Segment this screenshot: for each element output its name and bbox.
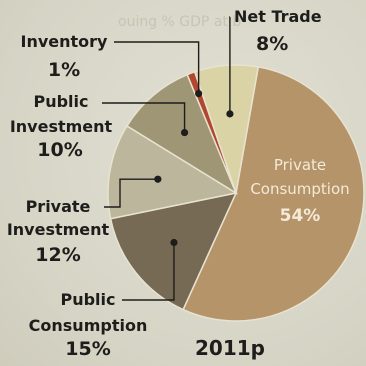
bleed-through-text: ouing % GDP at b: [118, 14, 241, 30]
dot-net-trade: [226, 110, 234, 118]
label-public-investment-line2: Investment: [10, 117, 113, 136]
label-private-investment-line2: Investment: [7, 220, 110, 239]
label-public-investment-pct: 10%: [37, 139, 82, 161]
year-label: 2011p: [195, 336, 265, 360]
label-private-consumption-line1: Private: [274, 156, 326, 174]
label-private-investment-line1: Private: [26, 197, 91, 216]
label-private-investment-pct: 12%: [35, 244, 80, 266]
label-inventory-name: Inventory: [21, 32, 109, 51]
label-public-investment-line1: Public: [33, 92, 88, 111]
label-net-trade-name: Net Trade: [234, 7, 322, 26]
slice-labels: Private Consumption 54% Public Consumption 15…: [7, 7, 350, 360]
dot-public-consumption: [170, 238, 178, 247]
label-private-consumption-pct: 54%: [280, 206, 321, 226]
label-public-consumption-line1: Public: [60, 290, 115, 309]
leader-public-consumption: [122, 242, 175, 301]
slice-private-consumption: [182, 66, 365, 322]
label-net-trade-pct: 8%: [256, 33, 288, 55]
pie-slices: [107, 64, 365, 322]
dot-private-investment: [154, 175, 162, 183]
label-inventory-pct: 1%: [48, 59, 80, 81]
dot-public-investment: [180, 128, 189, 137]
label-public-consumption-line2: Consumption: [29, 316, 148, 335]
label-private-consumption-line2: Consumption: [250, 180, 349, 198]
slice-private-investment: [107, 124, 239, 220]
label-public-consumption-pct: 15%: [65, 338, 110, 360]
leader-inventory: [114, 41, 200, 94]
leader-public-investment: [102, 102, 186, 133]
leader-private-investment: [104, 178, 158, 208]
dot-inventory: [195, 89, 203, 98]
leader-lines: [102, 16, 234, 301]
slice-net-trade: [193, 64, 260, 194]
